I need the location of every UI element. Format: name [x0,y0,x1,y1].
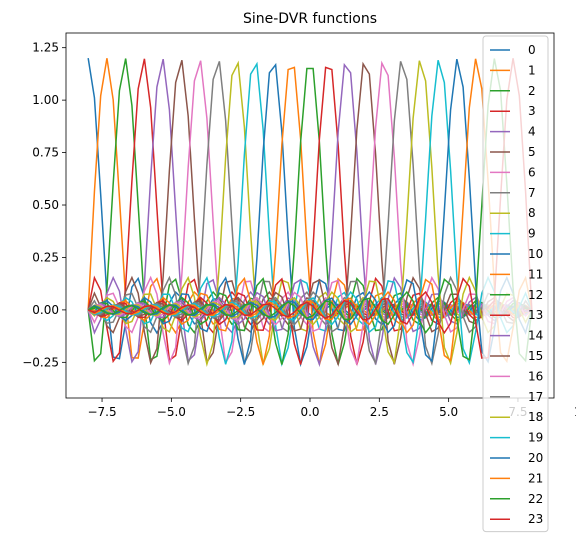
legend-label-3: 3 [528,104,536,118]
legend-label-20: 20 [528,451,543,465]
series-line-17 [87,61,533,367]
legend-label-4: 4 [528,125,536,139]
plot-lines [87,58,533,368]
series-line-22 [87,58,533,363]
legend-label-7: 7 [528,186,536,200]
x-tick-label: 0.0 [300,405,319,419]
legend-box [482,35,549,533]
series-line-7 [87,61,533,367]
legend-label-17: 17 [528,390,543,404]
y-tick-label: 1.00 [32,93,59,107]
y-tick-label: 0.00 [32,303,59,317]
x-tick-label: 2.5 [370,405,389,419]
legend-label-18: 18 [528,410,543,424]
x-tick-label: 10.0 [574,405,576,419]
legend-label-9: 9 [528,227,536,241]
legend-label-14: 14 [528,329,543,343]
x-tick-label: −5.0 [157,405,186,419]
y-tick-label: 0.50 [32,198,59,212]
legend-label-19: 19 [528,431,543,445]
legend-label-0: 0 [528,43,536,57]
legend-label-23: 23 [528,512,543,526]
legend-label-6: 6 [528,165,536,179]
x-tick-label: −7.5 [87,405,116,419]
legend-label-12: 12 [528,288,543,302]
legend-label-13: 13 [528,308,543,322]
series-line-12 [88,67,532,365]
y-tick-label: 1.25 [32,41,59,55]
legend-label-5: 5 [528,145,536,159]
legend-label-15: 15 [528,349,543,363]
y-tick-label: 0.25 [32,250,59,264]
series-line-23 [87,58,533,359]
legend-label-16: 16 [528,369,543,383]
legend-label-8: 8 [528,206,536,220]
x-tick-label: −2.5 [226,405,255,419]
y-tick-label: −0.25 [22,355,59,369]
y-axis: −0.25 0.00 0.25 0.50 0.75 1.00 1.25 [22,41,66,369]
series-line-21 [87,58,533,364]
series-line-20 [87,58,533,364]
legend-label-10: 10 [528,247,543,261]
legend-label-21: 21 [528,471,543,485]
legend-label-1: 1 [528,63,536,77]
legend-label-2: 2 [528,84,536,98]
chart-title: Sine-DVR functions [243,11,377,27]
legend-label-22: 22 [528,492,543,506]
legend-label-11: 11 [528,267,543,281]
series-line-18 [87,60,533,366]
x-tick-label: 5.0 [439,405,458,419]
series-line-6 [87,60,533,366]
y-tick-label: 0.75 [32,146,59,160]
